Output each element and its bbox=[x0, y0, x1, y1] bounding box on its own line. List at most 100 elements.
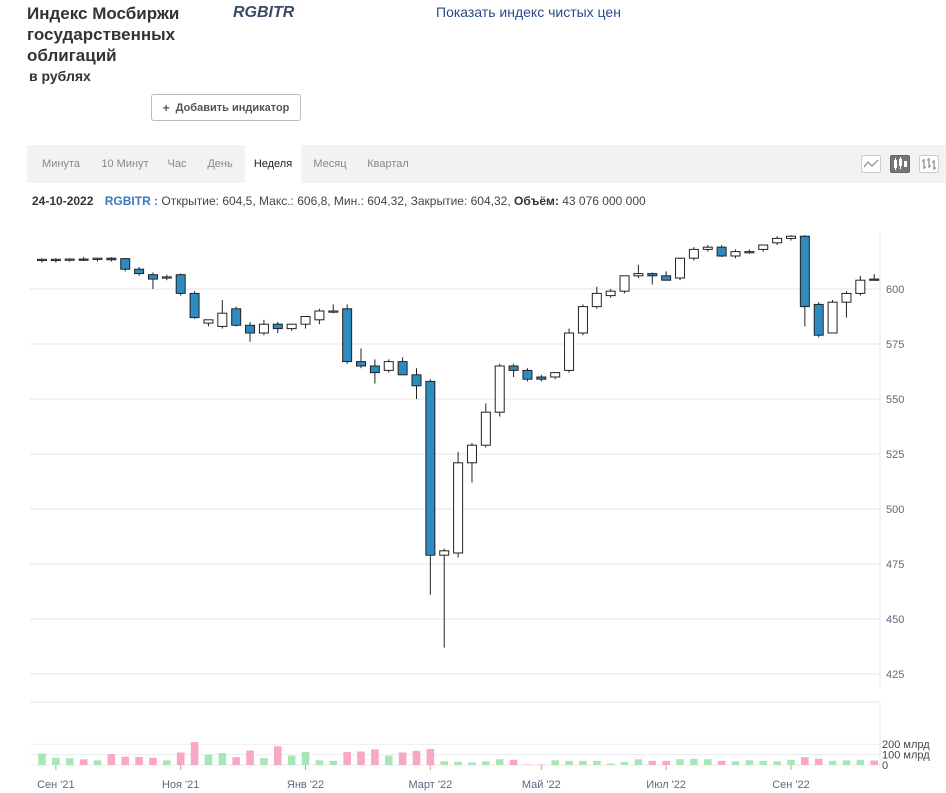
candle-body bbox=[758, 244, 769, 250]
candle-body bbox=[494, 365, 505, 413]
volume-bar bbox=[509, 759, 518, 765]
candle-body bbox=[50, 258, 61, 261]
volume-bar bbox=[149, 757, 157, 765]
volume-tick-label: 0 bbox=[882, 760, 888, 772]
candle-body bbox=[480, 411, 491, 446]
volume-bar bbox=[634, 759, 643, 765]
volume-bar bbox=[468, 762, 476, 765]
x-tick-label: Ноя '21 bbox=[162, 779, 199, 791]
info-date: 24-10-2022 bbox=[32, 194, 94, 208]
candle-body bbox=[369, 365, 380, 374]
candle-body bbox=[397, 361, 408, 376]
volume-bar bbox=[662, 760, 670, 765]
volume-bar bbox=[731, 761, 740, 765]
candle-body bbox=[383, 361, 394, 371]
volume-bar bbox=[648, 760, 657, 765]
price-tick-label: 500 bbox=[886, 504, 904, 516]
candle-body bbox=[647, 273, 658, 277]
candle-body bbox=[203, 319, 214, 324]
volume-bar bbox=[620, 761, 629, 765]
candle-body bbox=[217, 312, 228, 327]
volume-bar bbox=[287, 755, 296, 765]
candle-body bbox=[161, 276, 172, 279]
volume-bar bbox=[870, 760, 878, 765]
tab-minute[interactable]: Минута bbox=[42, 158, 80, 170]
volume-bar bbox=[273, 746, 282, 765]
volume-bar bbox=[717, 760, 726, 765]
volume-bar bbox=[204, 754, 213, 765]
volume-bar bbox=[495, 759, 504, 765]
candle-body bbox=[605, 290, 616, 297]
candle-body bbox=[439, 550, 450, 556]
candle-body bbox=[702, 246, 713, 250]
volume-bar bbox=[593, 760, 601, 765]
volume-bar bbox=[703, 759, 712, 765]
tab-week[interactable]: Неделя bbox=[245, 145, 301, 183]
tab-10-minutes[interactable]: 10 Минут bbox=[101, 158, 149, 170]
candle-body bbox=[189, 292, 200, 319]
candle-body bbox=[78, 258, 89, 261]
volume-bar bbox=[384, 755, 393, 765]
clean-price-link[interactable]: Показать индекс чистых цен bbox=[436, 4, 621, 20]
candle-body bbox=[245, 324, 256, 334]
volume-bar bbox=[315, 760, 324, 765]
volume-bar bbox=[551, 760, 559, 765]
volume-bar bbox=[52, 757, 60, 765]
x-tick-label: Янв '22 bbox=[287, 779, 324, 791]
candle-body bbox=[772, 237, 783, 244]
candlestick-view-button[interactable] bbox=[890, 155, 910, 173]
line-chart-view-button[interactable] bbox=[861, 155, 881, 173]
candle-body bbox=[92, 257, 103, 260]
volume-bar bbox=[482, 761, 490, 765]
candle-body bbox=[134, 268, 145, 275]
price-tick-label: 475 bbox=[886, 559, 904, 571]
ohlc-bars-icon bbox=[922, 158, 936, 170]
tab-hour[interactable]: Час bbox=[167, 158, 187, 170]
volume-bar bbox=[579, 760, 587, 765]
candle-body bbox=[633, 273, 644, 277]
candle-body bbox=[258, 323, 269, 334]
candle-body bbox=[688, 248, 699, 259]
price-tick-label: 600 bbox=[886, 284, 904, 296]
candle-body bbox=[120, 258, 131, 270]
candle-body bbox=[300, 316, 311, 325]
candle-body bbox=[411, 374, 422, 387]
candle-body bbox=[466, 444, 477, 464]
candle-body bbox=[272, 323, 283, 330]
tab-quarter[interactable]: Квартал bbox=[367, 158, 409, 170]
ohlc-view-button[interactable] bbox=[919, 155, 939, 173]
volume-bar bbox=[676, 759, 684, 765]
volume-bar bbox=[163, 760, 171, 765]
volume-bar bbox=[301, 752, 310, 765]
currency-subtitle: в рублях bbox=[29, 68, 91, 84]
volume-bar bbox=[745, 760, 754, 765]
price-tick-label: 450 bbox=[886, 614, 904, 626]
candle-body bbox=[106, 257, 117, 261]
volume-bar bbox=[218, 753, 227, 765]
candle-body bbox=[716, 246, 727, 257]
candle-body bbox=[591, 292, 602, 308]
volume-bar bbox=[329, 760, 338, 765]
x-tick-label: Сен '21 bbox=[37, 779, 75, 791]
candle-body bbox=[536, 376, 547, 380]
volume-bar bbox=[371, 749, 379, 765]
volume-bar bbox=[232, 757, 240, 765]
candle-body bbox=[147, 274, 158, 280]
candle-body bbox=[175, 274, 186, 294]
candle-body bbox=[64, 258, 75, 261]
candle-body bbox=[813, 303, 824, 336]
add-indicator-button[interactable]: + Добавить индикатор bbox=[151, 94, 301, 121]
info-volume-label: Объём: bbox=[514, 194, 559, 208]
candle-body bbox=[453, 462, 464, 554]
info-symbol: RGBITR : bbox=[104, 194, 159, 208]
candle-body bbox=[342, 308, 353, 363]
volume-bar bbox=[260, 758, 268, 765]
tab-month[interactable]: Месяц bbox=[313, 158, 347, 170]
volume-bar bbox=[412, 750, 421, 765]
volume-bar bbox=[537, 764, 546, 765]
tab-day[interactable]: День bbox=[207, 158, 233, 170]
candle-body bbox=[785, 235, 796, 239]
volume-bar bbox=[690, 758, 698, 765]
volume-bar bbox=[398, 752, 407, 765]
